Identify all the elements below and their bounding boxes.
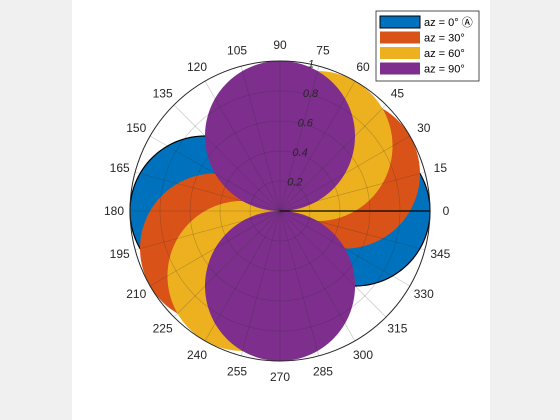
theta-tick-label: 165	[110, 161, 130, 175]
theta-grid-line	[279, 80, 356, 212]
legend-swatch	[379, 15, 421, 29]
theta-tick-label: 210	[126, 287, 146, 301]
theta-tick-label: 90	[273, 38, 287, 52]
legend-label: az = 60°	[424, 48, 465, 60]
theta-tick-label: 345	[430, 247, 450, 261]
r-grid-circle	[159, 90, 401, 332]
theta-grid-line	[240, 66, 281, 212]
angular-tick-labels: 0 15 30 45 60 75 90 105 120 135 150 165 180 195 210 225…	[104, 38, 451, 384]
lobe-layer	[129, 61, 431, 361]
theta-tick-label: 255	[227, 364, 247, 378]
radial-tick-labels: 0.2 0.4 0.6 0.8 1	[287, 58, 319, 188]
r-tick-label: 1	[308, 58, 314, 70]
theta-grid-line	[135, 171, 281, 212]
theta-grid-line	[279, 135, 411, 212]
theta-grid-line	[279, 210, 320, 356]
r-tick-label: 0.6	[298, 117, 314, 129]
r-grid-circle	[189, 120, 371, 302]
theta-grid-line	[173, 210, 281, 318]
theta-tick-label: 240	[187, 348, 207, 362]
r-tick-label: 0.8	[303, 88, 319, 100]
theta-tick-label: 0	[443, 204, 450, 218]
r-grid-circle	[129, 60, 431, 362]
theta-tick-label: 150	[126, 121, 146, 135]
theta-grid-line	[279, 210, 425, 251]
theta-tick-label: 75	[316, 44, 330, 58]
legend[interactable]: az = 0° Ⓐ az = 30° az = 60° az = 90°	[375, 10, 480, 82]
r-tick-label: 0.4	[292, 147, 307, 159]
theta-tick-label: 315	[387, 321, 407, 335]
polar-grid	[129, 60, 431, 362]
theta-tick-label: 45	[391, 87, 405, 101]
legend-swatch	[380, 62, 420, 75]
legend-swatch	[380, 31, 420, 44]
theta-tick-label: 180	[104, 204, 124, 218]
legend-label: az = 90°	[424, 64, 465, 76]
theta-grid-line	[279, 210, 411, 287]
lobe-az-90	[205, 61, 355, 361]
theta-tick-label: 120	[187, 60, 207, 74]
theta-tick-label: 135	[153, 87, 173, 101]
r-grid-circle	[249, 180, 311, 242]
theta-grid-line	[204, 80, 281, 212]
r-grid-circle	[219, 150, 341, 272]
theta-grid-line	[135, 210, 281, 251]
r-tick-label: 0.2	[287, 176, 302, 188]
theta-tick-label: 60	[356, 60, 370, 74]
theta-grid-line	[279, 171, 425, 212]
theta-tick-label: 330	[414, 287, 434, 301]
theta-tick-label: 105	[227, 44, 247, 58]
theta-grid-line	[149, 210, 281, 287]
theta-tick-label: 195	[110, 247, 130, 261]
theta-grid-line	[279, 104, 387, 212]
theta-grid-line	[279, 210, 356, 342]
theta-tick-label: 15	[434, 161, 448, 175]
theta-tick-label: 225	[153, 321, 173, 335]
legend-swatch	[380, 47, 420, 59]
theta-grid-line	[279, 210, 387, 318]
theta-grid-line	[149, 135, 281, 212]
theta-tick-label: 300	[353, 348, 373, 362]
theta-grid-line	[173, 104, 281, 212]
legend-label: az = 30°	[424, 33, 465, 45]
theta-tick-label: 30	[417, 121, 431, 135]
theta-grid-line	[240, 210, 281, 356]
theta-tick-label: 270	[270, 370, 290, 384]
legend-label: az = 0° Ⓐ	[424, 16, 473, 29]
theta-grid-line	[279, 66, 320, 212]
theta-tick-label: 285	[313, 364, 333, 378]
theta-grid-line	[204, 210, 281, 342]
